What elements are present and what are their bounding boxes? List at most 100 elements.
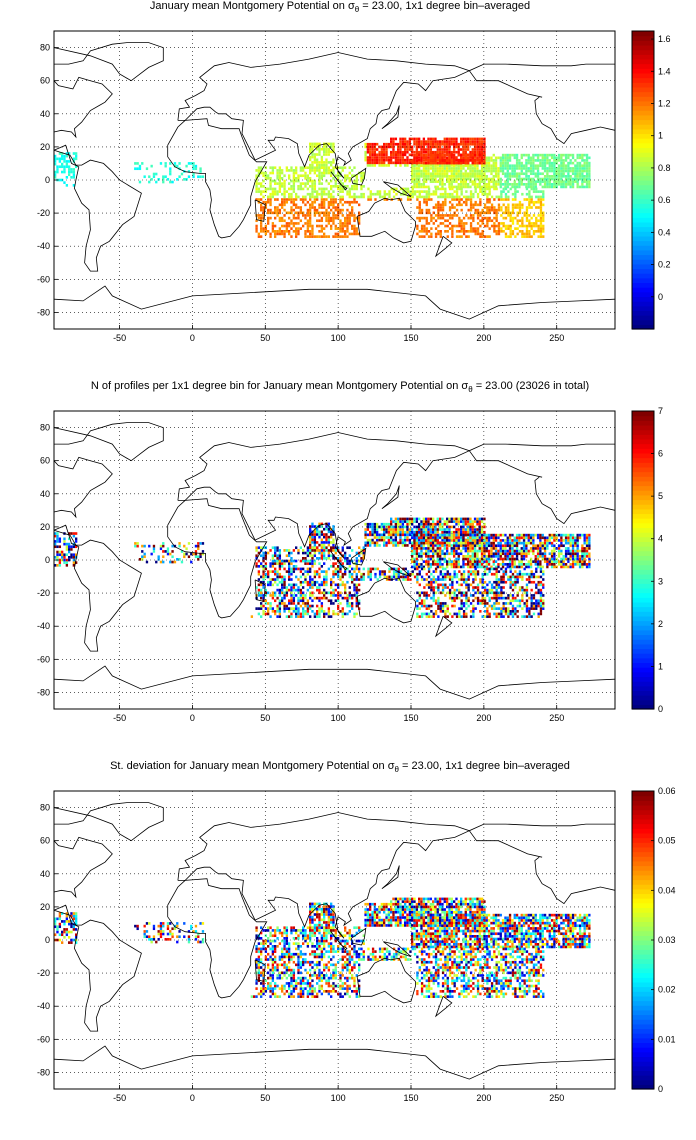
bin-cell — [408, 522, 412, 526]
bin-cell — [271, 169, 275, 172]
bin-cell — [311, 169, 314, 172]
bin-cell — [311, 230, 314, 233]
bin-cell — [344, 187, 347, 191]
bin-cell — [521, 224, 524, 228]
bin-cell — [514, 187, 517, 191]
bin-cell — [504, 211, 508, 215]
bin-cell — [455, 544, 458, 548]
bin-cell — [434, 602, 438, 605]
bin-cell — [523, 602, 526, 605]
colorbar-step — [632, 44, 654, 51]
bin-cell — [458, 230, 461, 233]
bin-cell — [58, 165, 62, 169]
bin-cell — [411, 541, 414, 545]
bin-cell — [330, 174, 333, 178]
bin-cell — [190, 162, 193, 165]
bin-cell — [269, 604, 272, 608]
bin-cell — [413, 150, 416, 154]
bin-cell — [450, 153, 453, 157]
bin-cell — [532, 190, 536, 193]
bin-cell — [323, 187, 326, 191]
bin-cell — [523, 235, 526, 238]
bin-cell — [155, 172, 158, 176]
bin-cell — [481, 190, 484, 193]
bin-cell — [309, 222, 312, 225]
bin-cell — [437, 599, 440, 603]
bin-cell — [267, 177, 270, 180]
bin-cell — [406, 517, 409, 521]
bin-cell — [486, 602, 489, 605]
bin-cell — [530, 224, 533, 228]
bin-cell — [304, 235, 307, 238]
bin-cell — [180, 172, 184, 176]
bin-cell — [401, 544, 405, 547]
bin-cell — [332, 190, 335, 193]
bin-cell — [299, 198, 303, 201]
bin-cell — [502, 586, 505, 589]
bin-cell — [499, 544, 502, 548]
bin-cell — [404, 525, 407, 529]
bin-cell — [390, 522, 393, 526]
bin-cell — [441, 140, 444, 143]
bin-cell — [506, 159, 509, 162]
bin-cell — [408, 517, 412, 521]
bin-cell — [483, 216, 487, 220]
bin-cell — [550, 169, 554, 173]
bin-cell — [527, 565, 530, 569]
bin-cell — [457, 557, 460, 561]
bin-cell — [528, 190, 531, 193]
bin-cell — [255, 230, 258, 233]
bin-cell — [292, 222, 296, 225]
bin-cell — [508, 164, 512, 168]
bin-cell — [581, 544, 584, 548]
bin-cell — [502, 572, 505, 576]
bin-cell — [274, 594, 277, 597]
bin-cell — [483, 203, 487, 207]
bin-cell — [497, 172, 500, 176]
bin-cell — [535, 607, 538, 610]
bin-cell — [467, 544, 470, 547]
bin-cell — [390, 517, 393, 521]
bin-cell — [341, 222, 344, 225]
bin-cell — [392, 570, 396, 573]
bin-cell — [334, 200, 337, 204]
bin-cell — [493, 567, 496, 571]
bin-cell — [450, 547, 453, 550]
bin-cell — [394, 164, 398, 167]
bin-cell — [255, 174, 258, 178]
bin-cell — [437, 200, 440, 204]
bin-cell — [567, 172, 570, 176]
bin-cell — [339, 179, 342, 183]
bin-cell — [502, 602, 505, 605]
bin-cell — [434, 164, 437, 168]
bin-cell — [332, 198, 335, 201]
bin-cell — [567, 164, 570, 168]
bin-cell — [562, 175, 565, 178]
bin-cell — [418, 555, 421, 558]
bin-cell — [394, 522, 398, 526]
bin-cell — [553, 549, 556, 553]
bin-cell — [276, 174, 279, 178]
bin-cell — [457, 161, 460, 165]
bin-cell — [399, 198, 403, 201]
bin-cell — [469, 536, 472, 540]
bin-cell — [478, 557, 481, 561]
bin-cell — [351, 227, 354, 230]
bin-cell — [276, 190, 279, 193]
bin-cell — [327, 219, 331, 223]
bin-cell — [515, 159, 519, 162]
bin-cell — [425, 560, 428, 563]
bin-cell — [457, 565, 460, 569]
bin-cell — [332, 195, 335, 199]
bin-cell — [267, 583, 270, 587]
bin-cell — [487, 536, 491, 540]
bin-cell — [427, 530, 430, 534]
bin-cell — [260, 230, 263, 233]
bin-cell — [262, 190, 265, 193]
bin-cell — [472, 612, 475, 616]
bin-cell — [448, 185, 451, 189]
bin-cell — [525, 169, 528, 173]
bin-cell — [399, 161, 402, 165]
bin-cell — [290, 222, 293, 225]
bin-cell — [527, 549, 530, 553]
